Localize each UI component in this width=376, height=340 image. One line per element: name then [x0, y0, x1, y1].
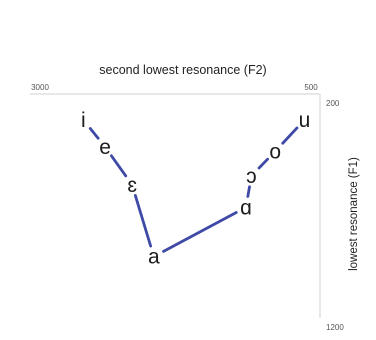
vowel-label-1-1: ɑ [240, 196, 252, 219]
y-tick-label-200: 200 [326, 99, 340, 108]
vowel-segment-1-0 [162, 211, 238, 253]
vowel-segment-0-2 [133, 194, 153, 248]
vowel-segment-1-2 [257, 157, 269, 170]
x-axis-title: second lowest resonance (F2) [99, 63, 266, 77]
vowel-segment-1-1 [246, 185, 251, 198]
vowel-segment-1-3 [281, 126, 299, 145]
x-tick-label-3000: 3000 [31, 83, 49, 92]
vowel-label-0-3: a [148, 246, 160, 269]
y-axis-title: lowest resonance (F1) [348, 157, 360, 271]
y-tick-label-1200: 1200 [326, 323, 344, 332]
vowel-label-1-4: u [299, 109, 311, 132]
vowel-segment-0-1 [110, 154, 128, 178]
vowel-segment-0-0 [88, 127, 100, 140]
vowel-label-1-3: o [269, 140, 281, 163]
x-tick-label-500: 500 [304, 83, 318, 92]
vowel-label-0-1: e [99, 136, 111, 159]
vowel-label-1-2: ɔ [246, 165, 257, 188]
vowel-label-0-0: i [81, 109, 86, 132]
vowel-label-0-2: ɛ [127, 174, 137, 197]
